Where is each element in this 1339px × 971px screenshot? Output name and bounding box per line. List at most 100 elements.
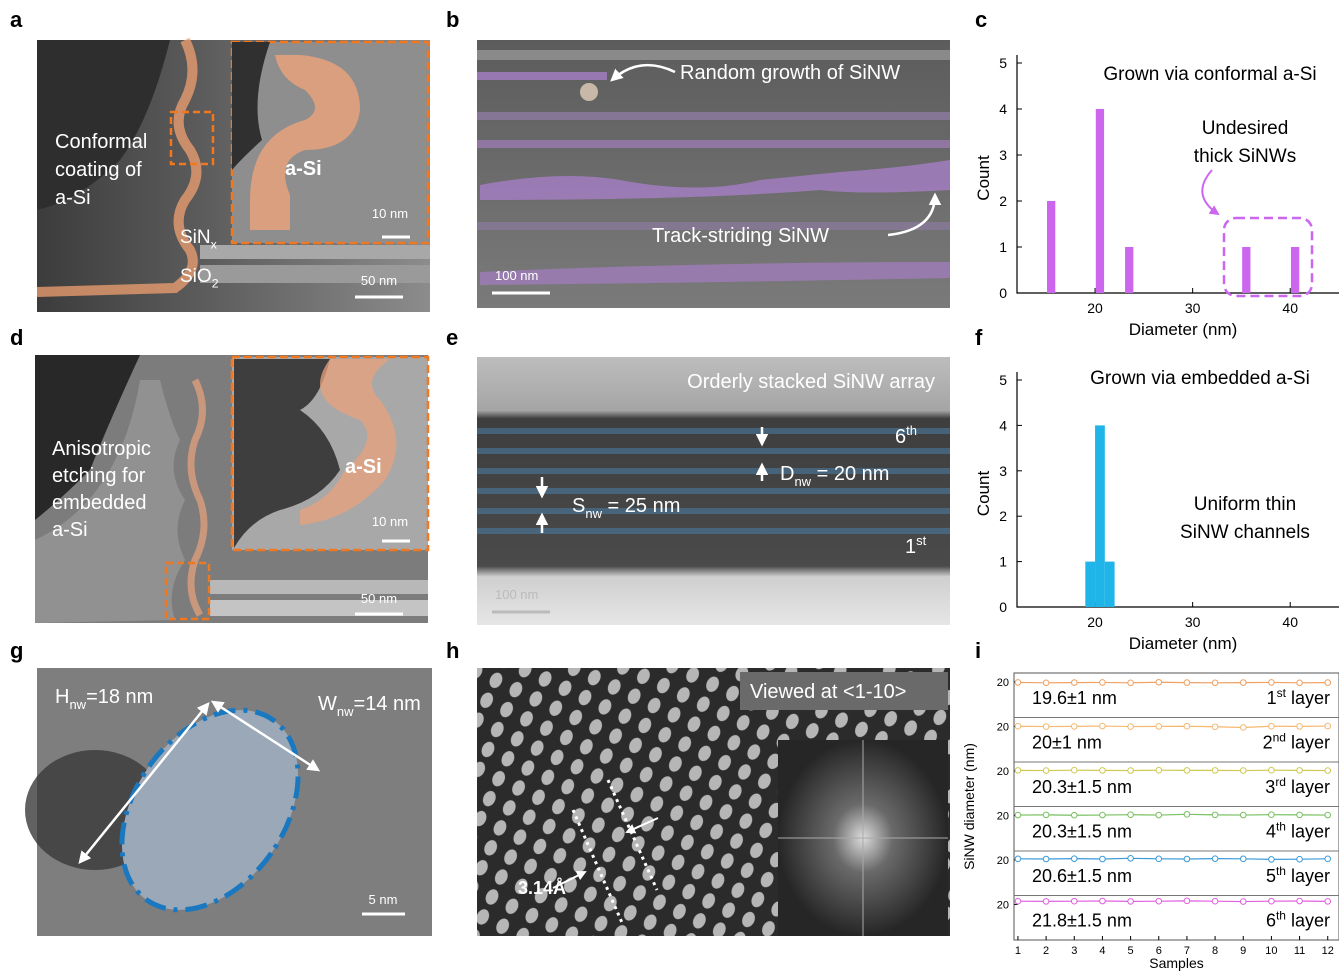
y-tick-label: 4 bbox=[999, 417, 1007, 433]
dimension-label-sub: nw bbox=[69, 697, 86, 712]
panel-label: e bbox=[446, 325, 458, 350]
x-tick-label: 1 bbox=[1015, 945, 1021, 957]
y-tick-label: 5 bbox=[999, 372, 1007, 388]
row-stat: 21.8±1.5 nm bbox=[1032, 911, 1132, 931]
dimension-label-tail: = 25 nm bbox=[602, 495, 680, 517]
image-annotation: Random growth of SiNW bbox=[680, 62, 900, 84]
chart-annotation: SiNW channels bbox=[1180, 522, 1310, 543]
image-annotation: 3.14Å bbox=[518, 878, 566, 898]
y-tick-label: 3 bbox=[999, 463, 1007, 479]
row-stat: 20±1 nm bbox=[1032, 733, 1102, 753]
layer-num: 4 bbox=[1266, 822, 1276, 842]
row-stat: 20.3±1.5 nm bbox=[1032, 777, 1132, 797]
layer-num: 6 bbox=[1266, 911, 1276, 931]
layer-sup: nd bbox=[1273, 731, 1286, 745]
chart-annotation: Uniform thin bbox=[1194, 494, 1296, 515]
image-annotation: Orderly stacked SiNW array bbox=[687, 371, 935, 393]
panel-label: a bbox=[10, 7, 23, 32]
layer-sup: rd bbox=[1275, 775, 1286, 789]
data-point bbox=[1015, 680, 1021, 686]
dimension-label-tail: =14 nm bbox=[354, 693, 421, 715]
y-axis-label: SiNW diameter (nm) bbox=[961, 743, 977, 870]
data-point bbox=[1015, 898, 1021, 904]
layer-sup: th bbox=[1276, 864, 1286, 878]
y-tick-label: 20 bbox=[997, 766, 1009, 778]
layer-label-main: 6 bbox=[895, 426, 906, 448]
x-tick-label: 40 bbox=[1282, 614, 1298, 630]
data-point bbox=[1269, 898, 1275, 904]
data-point bbox=[1015, 856, 1021, 862]
panel-label: f bbox=[975, 325, 983, 350]
data-point bbox=[1043, 812, 1049, 818]
data-point bbox=[1015, 723, 1021, 729]
layer-word: layer bbox=[1286, 911, 1330, 931]
panel-d-image bbox=[35, 355, 428, 623]
data-point bbox=[1071, 812, 1077, 818]
chart-annotation: Undesired bbox=[1202, 118, 1289, 139]
data-point bbox=[1269, 767, 1275, 773]
bar bbox=[1242, 247, 1250, 293]
image-annotation: Track-striding SiNW bbox=[652, 225, 829, 247]
layer-label-sup: st bbox=[916, 533, 927, 548]
data-point bbox=[1325, 812, 1331, 818]
data-point bbox=[1128, 724, 1134, 730]
x-tick-label: 40 bbox=[1282, 300, 1298, 316]
chart-annotation: Grown via conformal a-Si bbox=[1103, 64, 1316, 85]
data-point bbox=[1297, 898, 1303, 904]
x-tick-label: 20 bbox=[1087, 300, 1103, 316]
y-tick-label: 20 bbox=[997, 810, 1009, 822]
data-point bbox=[1325, 723, 1331, 729]
data-point bbox=[1100, 768, 1106, 774]
layer-label: 3rd layer bbox=[1265, 775, 1330, 797]
data-point bbox=[1071, 680, 1077, 686]
data-point bbox=[1269, 723, 1275, 729]
data-point bbox=[1212, 856, 1218, 862]
y-tick-label: 0 bbox=[999, 599, 1007, 615]
dimension-label-sub: nw bbox=[794, 474, 811, 489]
data-point bbox=[1100, 680, 1106, 686]
layer-word: layer bbox=[1286, 822, 1330, 842]
data-point bbox=[1269, 812, 1275, 818]
data-point bbox=[1212, 680, 1218, 686]
data-point bbox=[1071, 767, 1077, 773]
image-annotation: a-Si bbox=[52, 519, 88, 541]
data-point bbox=[1184, 723, 1190, 729]
y-tick-label: 5 bbox=[999, 55, 1007, 71]
layer-label-sub: x bbox=[211, 238, 218, 252]
data-point bbox=[1100, 898, 1106, 904]
data-point bbox=[1184, 898, 1190, 904]
image-annotation: embedded bbox=[52, 492, 147, 514]
bar bbox=[1105, 562, 1115, 607]
y-tick-label: 20 bbox=[997, 899, 1009, 911]
layer-sup: th bbox=[1276, 820, 1286, 834]
x-tick-label: 12 bbox=[1322, 945, 1334, 957]
layer-word: layer bbox=[1286, 733, 1330, 753]
data-point bbox=[1071, 898, 1077, 904]
data-point bbox=[1240, 899, 1246, 905]
layer-num: 3 bbox=[1265, 777, 1275, 797]
layer-num: 5 bbox=[1266, 866, 1276, 886]
data-point bbox=[1071, 724, 1077, 730]
dimension-label-main: H bbox=[55, 686, 69, 708]
chart-annotation: Grown via embedded a-Si bbox=[1090, 368, 1310, 389]
x-axis-label: Diameter (nm) bbox=[1129, 320, 1238, 339]
series-line bbox=[1018, 858, 1328, 859]
series-line bbox=[1018, 682, 1328, 683]
data-point bbox=[1043, 724, 1049, 730]
x-axis-label: Samples bbox=[1149, 955, 1203, 971]
y-tick-label: 20 bbox=[997, 677, 1009, 689]
dimension-label-sub: nw bbox=[585, 506, 602, 521]
bar bbox=[1096, 109, 1104, 293]
data-point bbox=[1240, 725, 1246, 731]
image-annotation: Viewed at <1-10> bbox=[750, 681, 906, 703]
dimension-label-sub: nw bbox=[337, 704, 354, 719]
y-tick-label: 3 bbox=[999, 147, 1007, 163]
scale-bar-label: 100 nm bbox=[495, 268, 538, 283]
data-point bbox=[1325, 768, 1331, 774]
inset-label: a-Si bbox=[345, 456, 382, 478]
x-tick-label: 2 bbox=[1043, 945, 1049, 957]
scale-bar-label: 50 nm bbox=[361, 591, 397, 606]
y-tick-label: 20 bbox=[997, 721, 1009, 733]
row-stat: 20.3±1.5 nm bbox=[1032, 822, 1132, 842]
panel-label: b bbox=[446, 7, 459, 32]
